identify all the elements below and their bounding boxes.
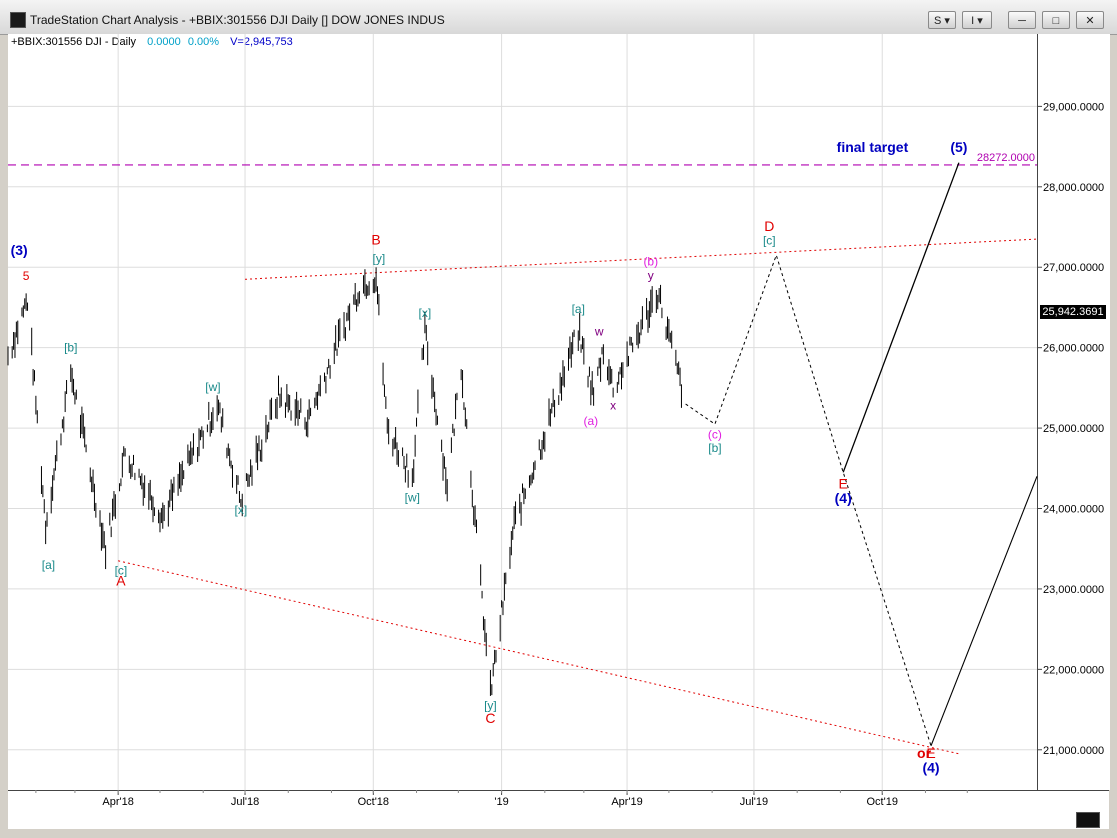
wave-label: [w]: [205, 380, 220, 394]
y-tick-label: 29,000.0000: [1043, 101, 1104, 113]
app-icon: [10, 12, 26, 28]
projection-solid-path: [842, 162, 960, 473]
legend-change-pct: 0.00%: [187, 36, 220, 48]
wave-label: [x]: [419, 306, 432, 320]
wave-label: B: [371, 232, 380, 248]
price-axis[interactable]: [1037, 34, 1110, 790]
y-tick-label: 25,000.0000: [1043, 423, 1104, 435]
legend-volume: V=2,945,753: [230, 36, 293, 48]
wave-label: final target: [837, 139, 909, 155]
wave-label: (c): [708, 428, 722, 442]
y-tick-label: 28,000.0000: [1043, 182, 1104, 194]
final-target-value: 28272.0000: [977, 152, 1035, 164]
wave-label: (b): [643, 255, 658, 269]
legend-change: 0.0000: [147, 36, 181, 48]
y-tick-label: 24,000.0000: [1043, 504, 1104, 516]
resize-grip[interactable]: [1076, 812, 1100, 828]
x-tick-label: Jul'18: [231, 796, 259, 808]
wave-label: E: [839, 475, 848, 491]
wave-label: [c]: [763, 234, 776, 248]
wave-label: [b]: [64, 341, 77, 355]
style-dropdown-button[interactable]: S ▾: [928, 11, 956, 29]
wave-label: [y]: [373, 251, 386, 265]
last-price-marker: 25,942.3691: [1040, 305, 1106, 319]
wave-label: D: [764, 218, 774, 234]
window-title: TradeStation Chart Analysis - +BBIX:3015…: [30, 13, 445, 27]
wave-label: or: [917, 745, 932, 761]
y-tick-label: 23,000.0000: [1043, 584, 1104, 596]
wave-label: [a]: [572, 302, 585, 316]
x-tick-label: Oct'19: [867, 796, 898, 808]
wave-label: (3): [11, 242, 28, 258]
y-tick-label: 22,000.0000: [1043, 664, 1104, 676]
projection-alt-path: [930, 476, 1038, 747]
wave-label: [w]: [405, 490, 420, 504]
minimize-button[interactable]: ─: [1008, 11, 1036, 29]
wave-label: (4): [922, 759, 939, 775]
wave-label: y: [648, 268, 654, 282]
wave-label: [c]: [115, 563, 128, 577]
wave-label: C: [485, 710, 495, 726]
wave-label: 5: [23, 269, 30, 283]
wave-label: [a]: [42, 558, 55, 572]
wave-label: (a): [583, 414, 598, 428]
title-bar[interactable]: TradeStation Chart Analysis - +BBIX:3015…: [0, 0, 1117, 35]
wave-label: [y]: [484, 699, 497, 713]
maximize-button[interactable]: □: [1042, 11, 1070, 29]
legend-symbol: +BBIX:301556 DJI - Daily: [11, 36, 137, 48]
x-tick-label: Apr'19: [611, 796, 642, 808]
y-tick-label: 21,000.0000: [1043, 745, 1104, 757]
x-tick-label: Apr'18: [102, 796, 133, 808]
y-tick-label: 27,000.0000: [1043, 262, 1104, 274]
wave-label: [x]: [235, 503, 248, 517]
insert-dropdown-button[interactable]: I ▾: [962, 11, 992, 29]
wave-label: E: [926, 745, 935, 761]
wave-label: (4): [835, 490, 852, 506]
trendline: [245, 238, 1038, 280]
wave-label: x: [610, 399, 616, 413]
wave-label: (5): [950, 139, 967, 155]
y-tick-label: 26,000.0000: [1043, 343, 1104, 355]
trendline: [118, 560, 960, 755]
chart-legend: +BBIX:301556 DJI - Daily 0.0000 0.00% V=…: [11, 36, 293, 48]
wave-label: w: [594, 325, 604, 339]
wave-label: [b]: [708, 441, 721, 455]
close-button[interactable]: ✕: [1076, 11, 1104, 29]
projection-dotted-path: [685, 253, 932, 746]
x-tick-label: Jul'19: [740, 796, 768, 808]
x-tick-label: '19: [494, 796, 508, 808]
wave-label: A: [116, 573, 126, 589]
x-tick-label: Oct'18: [358, 796, 389, 808]
time-axis[interactable]: [8, 790, 1109, 829]
